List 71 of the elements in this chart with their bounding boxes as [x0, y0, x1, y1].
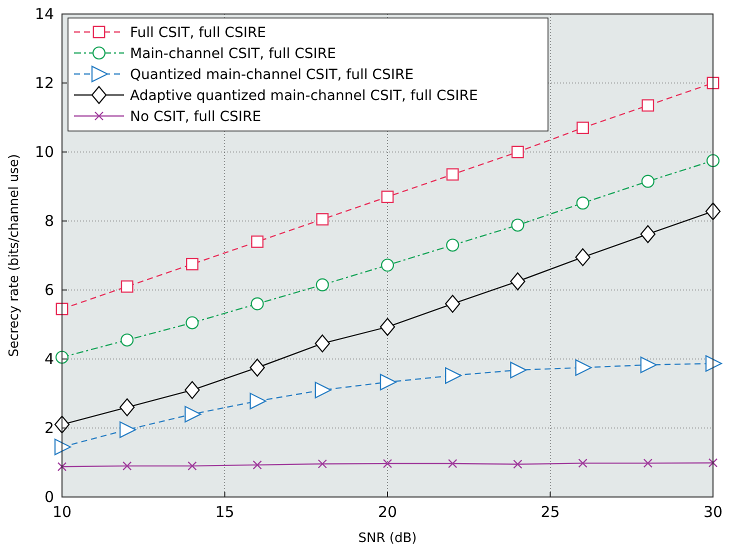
point [186, 258, 198, 270]
point [120, 398, 135, 416]
point [642, 99, 654, 112]
y-tick-label: 8 [44, 212, 54, 230]
point [446, 238, 460, 252]
legend-label: No CSIT, full CSIRE [130, 109, 262, 125]
point [122, 461, 132, 471]
point [510, 362, 527, 378]
point [705, 355, 722, 372]
point [314, 334, 330, 352]
point [120, 333, 134, 347]
point [380, 318, 396, 336]
point [576, 122, 589, 134]
point [445, 294, 460, 313]
point [512, 146, 524, 158]
point [448, 458, 458, 468]
point [120, 280, 134, 293]
point [318, 459, 327, 468]
y-axis-title: Secrecy rate (bits/channel use) [7, 154, 22, 357]
point [250, 392, 266, 410]
point [314, 382, 332, 398]
point [380, 374, 396, 390]
legend-label: Quantized main-channel CSIT, full CSIRE [130, 67, 414, 83]
point [578, 458, 588, 468]
point [54, 438, 71, 456]
point [252, 460, 262, 470]
point [513, 460, 522, 469]
point [445, 367, 462, 384]
point [250, 358, 265, 377]
point [184, 406, 202, 422]
point [510, 272, 526, 290]
point [316, 278, 329, 292]
x-tick-label: 20 [378, 503, 398, 521]
legend-label: Main-channel CSIT, full CSIRE [130, 46, 336, 62]
point [640, 356, 657, 374]
point [708, 458, 718, 468]
legend-label: Full CSIT, full CSIRE [130, 25, 266, 41]
point [316, 213, 329, 226]
legend-label: Adaptive quantized main-channel CSIT, full CSIRE [130, 88, 478, 104]
point [382, 458, 392, 468]
point [575, 359, 592, 376]
point [54, 416, 70, 434]
point [640, 225, 656, 244]
point [511, 218, 524, 232]
y-tick-label: 2 [44, 419, 54, 437]
x-axis-title: SNR (dB) [358, 531, 417, 546]
y-tick-label: 10 [34, 143, 54, 161]
y-tick-label: 6 [44, 281, 54, 299]
x-tick-label: 30 [703, 503, 723, 521]
point [250, 297, 264, 310]
point [381, 190, 394, 204]
x-tick-label: 15 [215, 503, 234, 521]
point [380, 258, 394, 272]
point [446, 168, 459, 181]
point [576, 196, 590, 210]
point [641, 174, 654, 188]
y-tick-label: 14 [34, 5, 54, 23]
point [188, 461, 197, 471]
point [55, 350, 69, 364]
point [643, 458, 652, 468]
point [575, 248, 590, 266]
point [706, 154, 720, 168]
point [186, 316, 199, 330]
point [184, 381, 200, 400]
point [57, 462, 67, 472]
point [120, 421, 136, 438]
y-tick-label: 12 [34, 74, 54, 92]
point [251, 236, 264, 248]
y-tick-label: 4 [44, 350, 54, 368]
y-tick-label: 0 [44, 488, 54, 506]
x-tick-label: 25 [540, 503, 560, 521]
